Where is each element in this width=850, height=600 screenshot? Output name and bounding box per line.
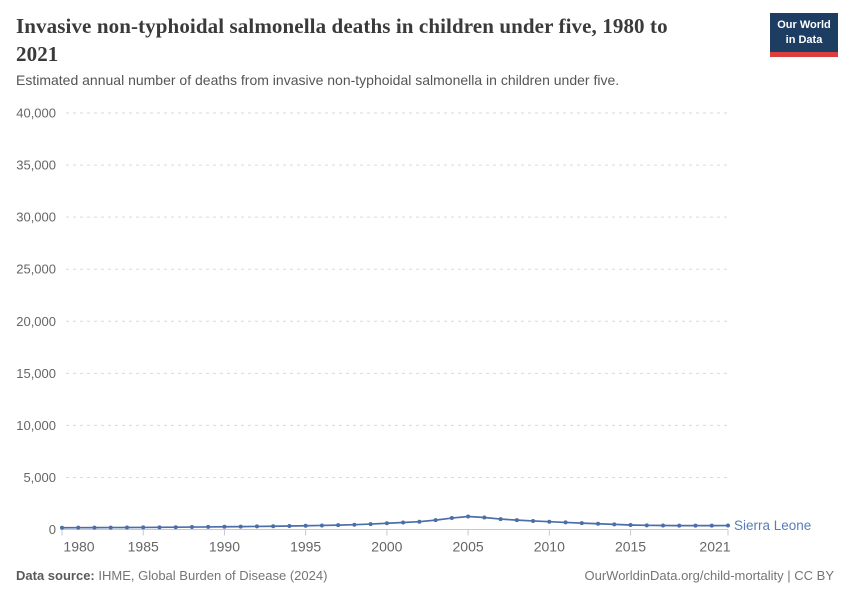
chart-footer: Data source: IHME, Global Burden of Dise… bbox=[16, 568, 834, 583]
data-point[interactable] bbox=[401, 520, 406, 525]
data-point[interactable] bbox=[498, 517, 503, 522]
data-point[interactable] bbox=[336, 523, 341, 528]
y-tick-label: 5,000 bbox=[23, 470, 56, 485]
data-point[interactable] bbox=[157, 525, 162, 530]
y-tick-label: 40,000 bbox=[16, 106, 56, 121]
data-point[interactable] bbox=[287, 524, 292, 529]
owid-logo-line1: Our World bbox=[777, 19, 831, 31]
y-tick-label: 0 bbox=[49, 522, 56, 537]
y-tick-label: 35,000 bbox=[16, 158, 56, 173]
chart-subtitle: Estimated annual number of deaths from i… bbox=[16, 72, 620, 88]
data-point[interactable] bbox=[352, 522, 357, 527]
data-point[interactable] bbox=[60, 525, 64, 530]
data-point[interactable] bbox=[612, 522, 617, 527]
data-point[interactable] bbox=[547, 519, 552, 524]
data-point[interactable] bbox=[76, 525, 81, 530]
x-tick-label: 1990 bbox=[209, 539, 240, 555]
y-tick-label: 25,000 bbox=[16, 262, 56, 277]
data-point[interactable] bbox=[271, 524, 276, 529]
data-point[interactable] bbox=[222, 524, 227, 529]
x-tick-label: 2000 bbox=[371, 539, 402, 555]
owid-logo-line2: in Data bbox=[785, 33, 823, 46]
data-point[interactable] bbox=[482, 515, 487, 520]
series-line bbox=[61, 515, 729, 529]
y-tick-label: 20,000 bbox=[16, 314, 56, 329]
data-point[interactable] bbox=[141, 525, 146, 530]
data-point[interactable] bbox=[661, 523, 666, 528]
data-point[interactable] bbox=[189, 525, 194, 530]
x-tick-label: 1980 bbox=[63, 539, 94, 555]
data-source-label: Data source: bbox=[16, 568, 95, 583]
data-point[interactable] bbox=[709, 523, 714, 528]
data-point[interactable] bbox=[384, 521, 389, 526]
data-point[interactable] bbox=[303, 523, 308, 528]
data-point[interactable] bbox=[433, 518, 438, 523]
license-link[interactable]: OurWorldinData.org/child-mortality | CC … bbox=[584, 568, 835, 583]
chart-canvas: 0 5,000 10,000 15,000 20,000 25,000 30,000 35,0… bbox=[16, 106, 811, 555]
data-point[interactable] bbox=[238, 524, 243, 529]
chart-title: Invasive non-typhoidal salmonella deaths… bbox=[16, 14, 668, 66]
data-point[interactable] bbox=[644, 523, 649, 528]
x-tick-label: 1985 bbox=[128, 539, 159, 555]
y-tick-label: 10,000 bbox=[16, 418, 56, 433]
data-point[interactable] bbox=[514, 518, 519, 523]
x-tick-label: 2005 bbox=[453, 539, 484, 555]
data-point[interactable] bbox=[417, 519, 422, 524]
data-point[interactable] bbox=[563, 520, 568, 525]
data-point[interactable] bbox=[466, 514, 471, 519]
x-tick-label: 2015 bbox=[615, 539, 646, 555]
data-point[interactable] bbox=[108, 525, 113, 530]
data-point[interactable] bbox=[531, 518, 536, 523]
data-source-value: IHME, Global Burden of Disease (2024) bbox=[98, 568, 328, 583]
data-point[interactable] bbox=[319, 523, 324, 528]
y-tick-label: 15,000 bbox=[16, 366, 56, 381]
data-point[interactable] bbox=[693, 523, 698, 528]
data-point[interactable] bbox=[368, 522, 373, 527]
data-point[interactable] bbox=[92, 525, 97, 530]
data-source: Data source: IHME, Global Burden of Dise… bbox=[16, 568, 327, 583]
data-point[interactable] bbox=[579, 521, 584, 526]
data-point[interactable] bbox=[124, 525, 129, 530]
data-point[interactable] bbox=[254, 524, 259, 529]
data-point[interactable] bbox=[726, 523, 730, 528]
x-tick-label: 2021 bbox=[699, 539, 730, 555]
x-tick-label: 1995 bbox=[290, 539, 321, 555]
data-point[interactable] bbox=[628, 523, 633, 528]
data-point[interactable] bbox=[677, 523, 682, 528]
data-point[interactable] bbox=[206, 524, 211, 529]
y-tick-label: 30,000 bbox=[16, 210, 56, 225]
data-point[interactable] bbox=[173, 525, 178, 530]
data-point[interactable] bbox=[596, 521, 601, 526]
series-label[interactable]: Sierra Leone bbox=[734, 518, 811, 533]
x-tick-label: 2010 bbox=[534, 539, 565, 555]
owid-logo[interactable]: Our World in Data bbox=[770, 13, 838, 57]
data-point[interactable] bbox=[449, 516, 454, 521]
